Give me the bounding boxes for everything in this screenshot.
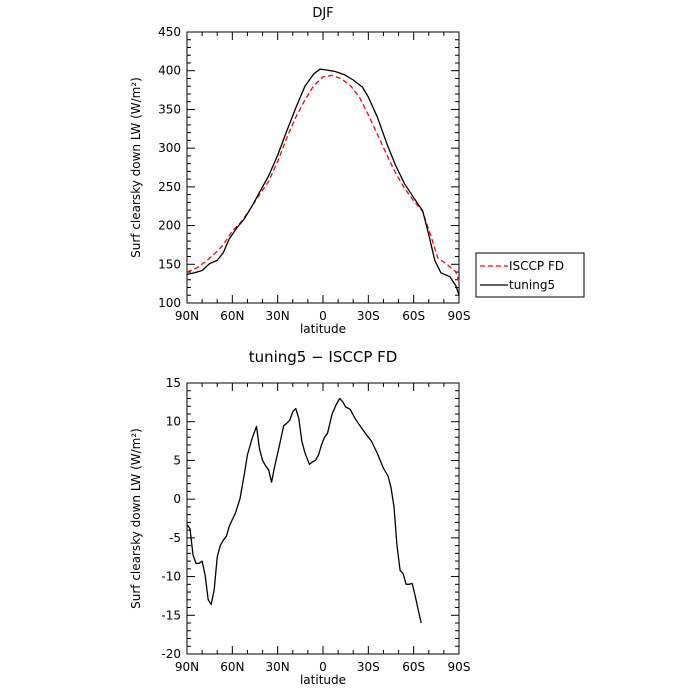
- legend-box: [475, 252, 585, 298]
- y-tick-label: 5: [173, 453, 181, 467]
- plot-frame-0: [186, 31, 460, 304]
- y-tick-label: 400: [158, 64, 181, 78]
- y-tick-label: 350: [158, 102, 181, 116]
- legend-label: tuning5: [509, 278, 555, 292]
- x-tick-label: 30S: [357, 309, 380, 323]
- y-tick-label: 100: [158, 296, 181, 310]
- y-tick-label: 10: [166, 415, 181, 429]
- series-line-1-0: [186, 397, 422, 624]
- chart-title: DJF: [312, 6, 333, 21]
- x-tick-label: 90S: [448, 660, 471, 674]
- y-tick-label: -15: [161, 608, 181, 622]
- y-tick-label: 150: [158, 257, 181, 271]
- series-line-0-1: [186, 68, 460, 296]
- x-tick-label: 30N: [266, 309, 290, 323]
- x-tick-label: 30N: [266, 660, 290, 674]
- x-tick-label: 60N: [220, 309, 244, 323]
- x-tick-label: 60N: [220, 660, 244, 674]
- y-tick-label: 0: [173, 492, 181, 506]
- plot-frame-1: [186, 382, 460, 655]
- y-tick-label: 300: [158, 141, 181, 155]
- x-tick-label: 60S: [402, 309, 425, 323]
- y-axis-label: Surf clearsky down LW (W/m²): [129, 428, 143, 609]
- y-tick-label: 250: [158, 180, 181, 194]
- y-tick-label: 200: [158, 219, 181, 233]
- x-tick-label: 30S: [357, 660, 380, 674]
- x-tick-label: 90N: [175, 660, 199, 674]
- x-tick-label: 0: [319, 309, 327, 323]
- chart-title: tuning5 − ISCCP FD: [249, 348, 398, 366]
- x-tick-label: 60S: [402, 660, 425, 674]
- y-tick-label: 450: [158, 25, 181, 39]
- x-tick-label: 0: [319, 660, 327, 674]
- x-axis-label: latitude: [300, 322, 346, 336]
- x-axis-label: latitude: [300, 673, 346, 687]
- series-line-0-0: [186, 74, 460, 282]
- x-tick-label: 90N: [175, 309, 199, 323]
- y-tick-label: -20: [161, 647, 181, 661]
- y-axis-label: Surf clearsky down LW (W/m²): [129, 77, 143, 258]
- y-tick-label: 15: [166, 376, 181, 390]
- y-tick-label: -10: [161, 570, 181, 584]
- y-tick-label: -5: [169, 531, 181, 545]
- x-tick-label: 90S: [448, 309, 471, 323]
- legend-label: ISCCP FD: [509, 259, 564, 273]
